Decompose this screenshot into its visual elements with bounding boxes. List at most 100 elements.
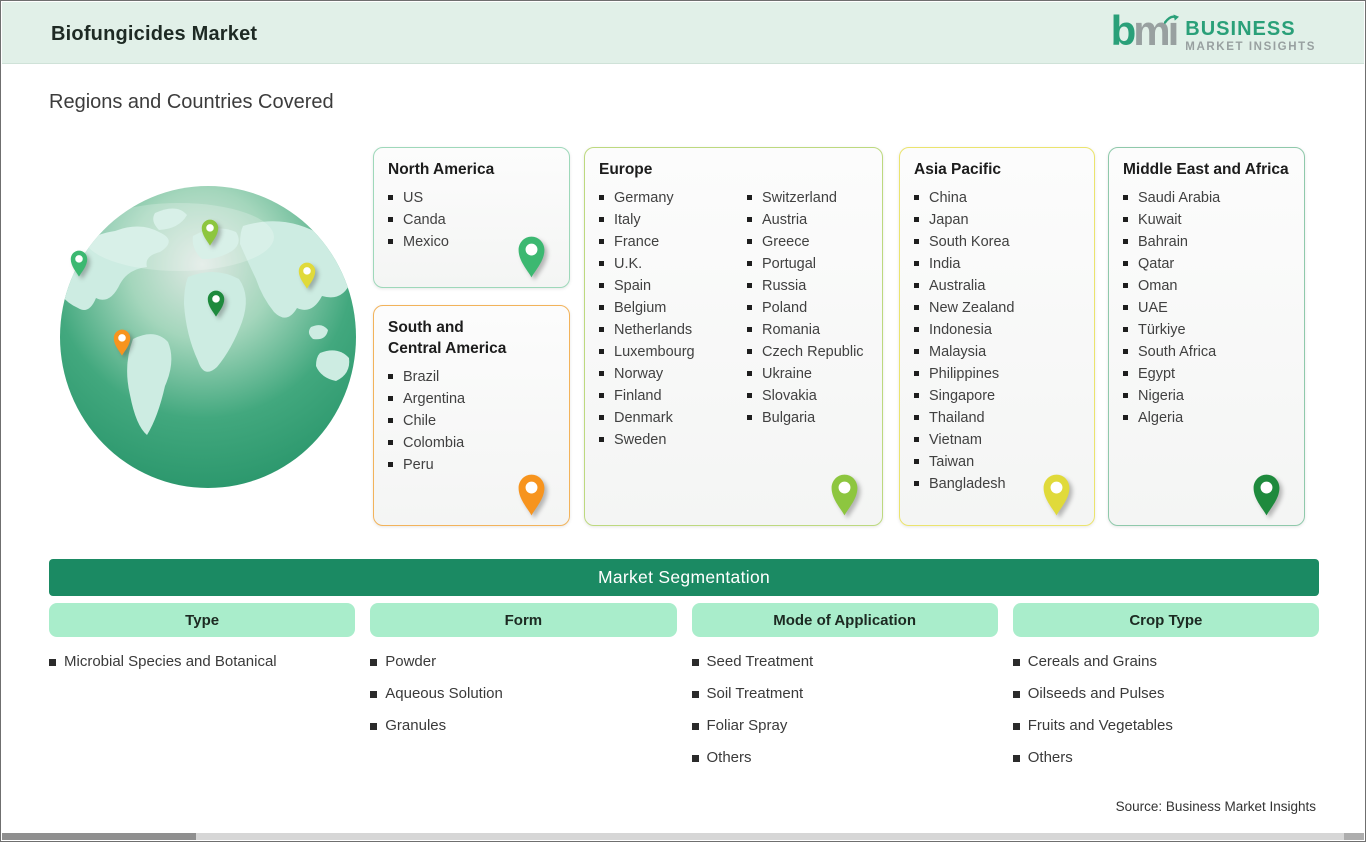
list-item: Türkiye (1123, 319, 1290, 341)
list-item: Spain (599, 275, 747, 297)
list-item: Granules (370, 717, 676, 735)
country-list: Brazil Argentina Chile Colombia Peru (388, 366, 555, 476)
bmi-logo-mark: bmı (1111, 10, 1180, 52)
list-item: South Africa (1123, 341, 1290, 363)
list-item: Foliar Spray (692, 717, 998, 735)
list-item: Norway (599, 363, 747, 385)
horizontal-scrollbar-thumb[interactable] (2, 833, 196, 840)
list-item: Switzerland (747, 187, 864, 209)
list-item: Netherlands (599, 319, 747, 341)
globe-pin-europe (200, 218, 220, 246)
globe-pin-asia-pacific (297, 261, 317, 289)
list-item: Others (1013, 749, 1319, 767)
list-item: France (599, 231, 747, 253)
horizontal-scrollbar[interactable] (2, 833, 1364, 840)
segment-header-crop-type: Crop Type (1012, 603, 1319, 637)
list-item: Peru (388, 454, 555, 476)
section-heading: Regions and Countries Covered (49, 91, 334, 113)
list-item: Germany (599, 187, 747, 209)
list-item: New Zealand (914, 297, 1080, 319)
list-item: Oilseeds and Pulses (1013, 685, 1319, 703)
list-item: Microbial Species and Botanical (49, 653, 355, 671)
list-item: India (914, 253, 1080, 275)
list-item: Sweden (599, 429, 747, 451)
logo-arrow-icon (1164, 14, 1180, 24)
header-bar: Biofungicides Market bmı BUSINESS MARKET… (2, 2, 1364, 64)
list-item: UAE (1123, 297, 1290, 319)
list-item: Poland (747, 297, 864, 319)
segment-header-form: Form (370, 603, 677, 637)
list-item: Italy (599, 209, 747, 231)
list-item: Russia (747, 275, 864, 297)
logo-market-insights-text: MARKET INSIGHTS (1185, 40, 1316, 53)
globe-graphic (60, 186, 356, 488)
list-item: Kuwait (1123, 209, 1290, 231)
list-item: China (914, 187, 1080, 209)
list-item: Finland (599, 385, 747, 407)
region-card-north-america: North America US Canda Mexico (373, 147, 570, 288)
globe-pin-middle-east (206, 289, 226, 317)
list-item: Bangladesh (914, 473, 1080, 495)
region-card-middle-east-africa: Middle East and Africa Saudi Arabia Kuwai… (1108, 147, 1305, 526)
list-item: Colombia (388, 432, 555, 454)
list-item: Powder (370, 653, 676, 671)
market-segmentation-banner: Market Segmentation (49, 559, 1319, 596)
list-item: Belgium (599, 297, 747, 319)
list-item: Brazil (388, 366, 555, 388)
list-item: Japan (914, 209, 1080, 231)
logo-business-text: BUSINESS (1185, 17, 1296, 40)
list-item: Aqueous Solution (370, 685, 676, 703)
list-item: South Korea (914, 231, 1080, 253)
list-item: Argentina (388, 388, 555, 410)
list-item: Romania (747, 319, 864, 341)
report-title: Biofungicides Market (51, 23, 258, 45)
list-item: Philippines (914, 363, 1080, 385)
list-item: Fruits and Vegetables (1013, 717, 1319, 735)
country-list: US Canda Mexico (388, 187, 555, 253)
country-list: China Japan South Korea India Australia New Z… (914, 187, 1080, 495)
country-list: Saudi Arabia Kuwait Bahrain Qatar Oman UAE Tür… (1123, 187, 1290, 429)
list-item: Qatar (1123, 253, 1290, 275)
list-item: Nigeria (1123, 385, 1290, 407)
list-item: Luxembourg (599, 341, 747, 363)
map-pin-icon (1251, 472, 1282, 516)
list-item: Indonesia (914, 319, 1080, 341)
list-item: Austria (747, 209, 864, 231)
list-item: Slovakia (747, 385, 864, 407)
country-list-column-2: Switzerland Austria Greece Portugal Russia Po… (747, 187, 864, 451)
list-item: Malaysia (914, 341, 1080, 363)
list-item: Algeria (1123, 407, 1290, 429)
map-pin-icon (829, 472, 860, 516)
region-card-europe: Europe Germany Italy France U.K. Spain Belgiu… (584, 147, 883, 526)
segment-header-mode-of-application: Mode of Application (691, 603, 998, 637)
country-list-column-1: Germany Italy France U.K. Spain Belgium Nether… (599, 187, 747, 451)
region-title: South and Central America (388, 319, 507, 357)
segment-list-crop-type: Cereals and Grains Oilseeds and Pulses Fru… (1013, 653, 1319, 781)
list-item: Singapore (914, 385, 1080, 407)
list-item: Bahrain (1123, 231, 1290, 253)
list-item: Egypt (1123, 363, 1290, 385)
segment-list-type: Microbial Species and Botanical (49, 653, 355, 781)
region-title: Europe (599, 161, 653, 178)
list-item: Chile (388, 410, 555, 432)
source-attribution: Source: Business Market Insights (1115, 799, 1316, 814)
list-item: Denmark (599, 407, 747, 429)
map-pin-icon (1041, 472, 1072, 516)
list-item: Portugal (747, 253, 864, 275)
segment-header-type: Type (49, 603, 356, 637)
segment-list-mode-of-application: Seed Treatment Soil Treatment Foliar Spray… (692, 653, 998, 781)
list-item: US (388, 187, 555, 209)
list-item: Mexico (388, 231, 555, 253)
list-item: Saudi Arabia (1123, 187, 1290, 209)
globe-pin-south-america (112, 328, 132, 356)
list-item: Seed Treatment (692, 653, 998, 671)
segmentation-lists: Microbial Species and Botanical Powder Aq… (49, 653, 1319, 781)
list-item: Oman (1123, 275, 1290, 297)
list-item: Canda (388, 209, 555, 231)
region-title: Asia Pacific (914, 161, 1002, 178)
segment-list-form: Powder Aqueous Solution Granules (370, 653, 676, 781)
list-item: Soil Treatment (692, 685, 998, 703)
list-item: Bulgaria (747, 407, 864, 429)
list-item: Ukraine (747, 363, 864, 385)
